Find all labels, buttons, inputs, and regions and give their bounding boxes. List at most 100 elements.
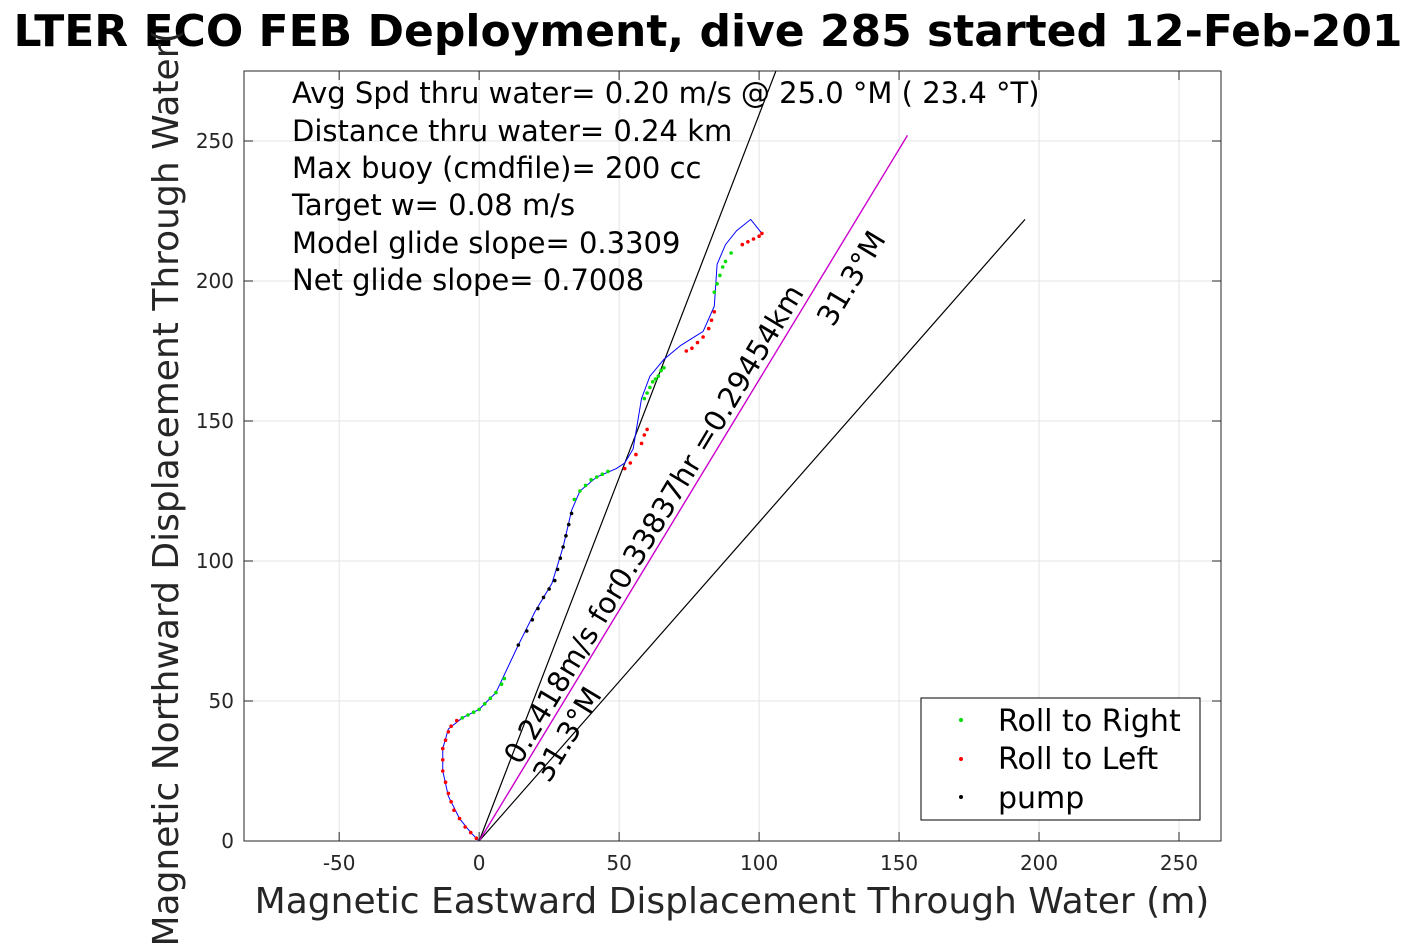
roll-left-point [746, 240, 750, 244]
roll-right-point [583, 483, 588, 488]
roll-left-point [446, 791, 451, 796]
roll-right-point [720, 265, 725, 269]
annotation-target-w: Target w= 0.08 m/s [291, 188, 575, 222]
roll-right-point [600, 472, 605, 477]
y-tick-label: 100 [196, 549, 234, 573]
roll-right-point [648, 385, 652, 390]
roll-right-point [645, 391, 649, 395]
roll-left-point [760, 231, 764, 236]
roll-left-point [740, 242, 745, 247]
roll-right-point [729, 251, 733, 255]
legend-marker-roll-right [959, 718, 963, 722]
roll-left-point [634, 452, 638, 457]
roll-left-point [449, 800, 453, 804]
roll-left-point [443, 780, 448, 784]
roll-left-point [449, 724, 453, 728]
legend-label-roll-right: Roll to Right [998, 704, 1181, 739]
roll-right-point [460, 716, 465, 720]
y-tick-label: 200 [196, 269, 234, 293]
roll-right-point [715, 282, 719, 286]
roll-right-point [642, 396, 647, 401]
roll-right-point [572, 497, 577, 502]
roll-right-point [606, 469, 610, 474]
roll-left-point [622, 466, 627, 471]
x-tick-label: 0 [473, 851, 486, 875]
pump-point [552, 578, 557, 583]
x-tick-label: 100 [740, 851, 778, 875]
roll-left-point [695, 340, 700, 345]
roll-right-point [723, 259, 728, 264]
pump-point [569, 511, 574, 516]
roll-right-point [589, 478, 593, 482]
roll-left-point [684, 349, 689, 353]
roll-left-point [706, 326, 711, 331]
annotation-block: Avg Spd thru water= 0.20 m/s @ 25.0 °M (… [291, 76, 1040, 297]
pump-point [555, 567, 560, 572]
roll-left-point [468, 830, 473, 835]
tick-labels: -50 0 50 100 150 200 250 0 50 100 150 200 250 [196, 129, 1198, 875]
roll-left-point [701, 335, 705, 339]
x-axis-label: Magnetic Eastward Displacement Through W… [255, 881, 1210, 922]
net-track-line [478, 135, 909, 842]
x-tick-label: 50 [606, 851, 631, 875]
roll-right-point [482, 702, 487, 706]
roll-left-point [440, 758, 445, 762]
roll-left-point [751, 237, 756, 241]
roll-right-point [653, 377, 658, 381]
reference-lines [478, 70, 1026, 842]
roll-left-point [474, 836, 479, 840]
roll-left-point [757, 234, 761, 238]
pump-point [516, 643, 521, 647]
legend-marker-roll-left [959, 757, 963, 761]
roll-left-point [454, 718, 459, 723]
plot-frame [243, 70, 1222, 842]
roll-right-point [477, 707, 481, 712]
roll-right-point [650, 380, 655, 384]
roll-left-point [443, 738, 448, 742]
roll-right-point [471, 710, 476, 714]
y-axis-label: Magnetic Northward Displacement Through … [146, 29, 187, 945]
roll-left-point [645, 427, 649, 432]
roll-left-point [628, 461, 633, 465]
x-tick-label: 150 [880, 851, 918, 875]
reference-line-steep [478, 70, 777, 842]
pump-point [564, 534, 568, 538]
chart-title: LTER ECO FEB Deployment, dive 285 starte… [13, 6, 1402, 57]
roll-left-point [690, 346, 694, 351]
legend-label-roll-left: Roll to Left [998, 742, 1158, 777]
pump-point [561, 545, 565, 549]
reference-line-shallow [478, 219, 1026, 842]
y-tick-label: 250 [196, 129, 234, 153]
pump-point [558, 556, 563, 560]
annotation-avg-speed: Avg Spd thru water= 0.20 m/s @ 25.0 °M (… [292, 76, 1040, 110]
roll-right-point [578, 489, 582, 493]
axis-ticks [244, 71, 1221, 842]
annotation-model-glide: Model glide slope= 0.3309 [292, 226, 680, 260]
roll-left-point [452, 808, 456, 812]
annotation-distance: Distance thru water= 0.24 km [292, 114, 732, 148]
roll-left-point [440, 746, 445, 751]
legend: Roll to Right Roll to Left pump [920, 697, 1201, 821]
legend-box [920, 697, 1201, 821]
x-tick-label: -50 [323, 851, 356, 875]
roll-left-point [642, 433, 647, 437]
roll-left-point [709, 318, 714, 323]
roll-right-point [662, 366, 666, 370]
roll-left-point [639, 441, 644, 446]
legend-label-pump: pump [998, 781, 1084, 816]
x-tick-label: 250 [1160, 851, 1198, 875]
annotation-max-buoy: Max buoy (cmdfile)= 200 cc [292, 151, 701, 185]
y-tick-label: 0 [221, 829, 234, 853]
pump-point [536, 606, 540, 611]
roll-right-point [466, 713, 470, 717]
roll-left-point [440, 769, 445, 773]
roll-right-point [659, 368, 663, 373]
roll-left-point [463, 825, 467, 829]
y-tick-label: 50 [209, 689, 234, 713]
roll-right-point [494, 690, 498, 695]
roll-right-point [594, 475, 599, 479]
roll-left-point [712, 310, 717, 314]
roll-right-point [499, 682, 504, 686]
roll-right-point [656, 374, 661, 379]
